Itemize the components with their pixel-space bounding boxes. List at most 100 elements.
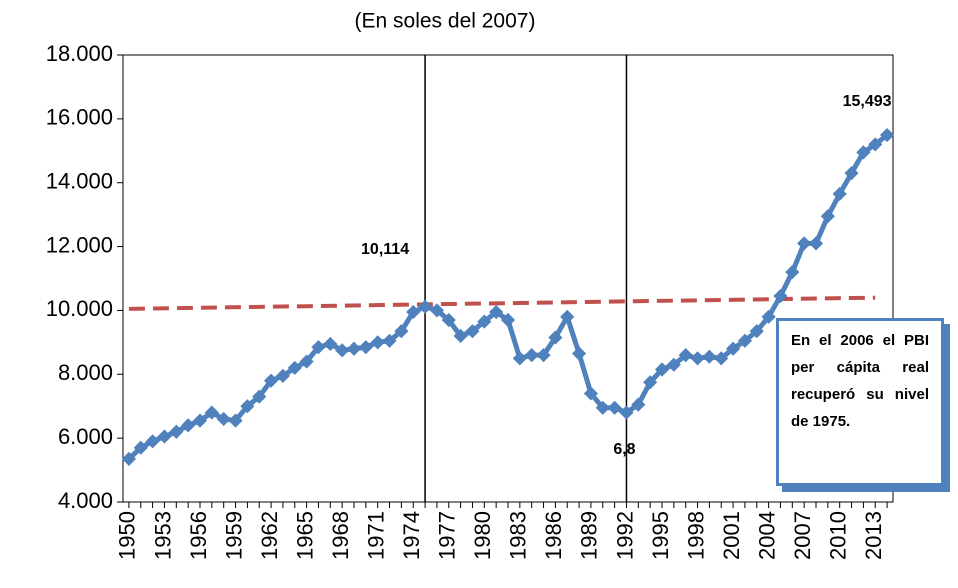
x-tick-label: 2004 xyxy=(754,511,779,560)
data-point xyxy=(548,330,563,345)
data-point xyxy=(323,336,338,352)
x-tick-label: 1980 xyxy=(470,511,495,560)
data-point xyxy=(666,357,681,372)
data-point xyxy=(773,288,788,304)
trend-line xyxy=(128,295,876,311)
x-tick-label: 2013 xyxy=(861,511,886,560)
data-point xyxy=(832,186,847,201)
x-tick-label: 2007 xyxy=(790,511,815,560)
x-tick-label: 1992 xyxy=(612,511,637,560)
x-tick-label: 1962 xyxy=(257,511,282,560)
x-tick-label: 1998 xyxy=(683,511,708,560)
y-tick-label: 10.000 xyxy=(46,296,113,321)
data-point xyxy=(441,312,456,328)
y-tick-label: 6.000 xyxy=(58,424,113,449)
data-point xyxy=(453,328,468,344)
data-point xyxy=(240,399,255,414)
data-point xyxy=(346,341,362,356)
data-point xyxy=(418,299,433,314)
x-tick-label: 1995 xyxy=(648,511,673,560)
data-point xyxy=(619,405,634,420)
data-point xyxy=(654,362,670,377)
data-point xyxy=(157,429,172,444)
data-point xyxy=(856,145,871,160)
data-point xyxy=(797,236,812,251)
y-tick-label: 14.000 xyxy=(46,169,113,194)
x-tick-label: 1950 xyxy=(115,511,140,560)
x-tick-label: 2010 xyxy=(826,511,851,560)
data-point xyxy=(358,340,373,355)
note-box: En el 2006 el PBI per cápita real recupe… xyxy=(776,318,944,486)
data-point xyxy=(287,360,302,375)
data-point xyxy=(133,440,148,455)
data-point xyxy=(275,368,290,383)
data-point xyxy=(204,405,219,420)
data-point xyxy=(690,351,705,366)
data-point xyxy=(595,400,610,415)
x-tick-label: 1953 xyxy=(150,511,175,560)
data-point xyxy=(489,304,504,320)
annotation: 6,8 xyxy=(613,441,635,458)
data-point xyxy=(524,348,539,363)
data-point xyxy=(429,303,444,318)
x-tick-label: 2001 xyxy=(719,511,744,560)
data-point xyxy=(145,434,160,449)
data-point xyxy=(394,324,409,339)
data-point xyxy=(702,349,717,364)
data-point xyxy=(406,304,421,320)
data-point xyxy=(583,386,598,401)
data-point xyxy=(500,312,516,328)
data-point xyxy=(465,324,480,339)
data-point xyxy=(737,333,752,348)
y-tick-label: 8.000 xyxy=(58,360,113,385)
data-point xyxy=(820,209,835,224)
x-tick-label: 1977 xyxy=(435,511,460,560)
x-tick-label: 1986 xyxy=(541,511,566,560)
y-tick-label: 18.000 xyxy=(46,41,113,66)
x-tick-label: 1968 xyxy=(328,511,353,560)
annotation: 10,114 xyxy=(361,241,409,258)
data-point xyxy=(181,418,196,433)
data-point xyxy=(643,375,658,390)
data-point xyxy=(572,346,587,361)
data-point xyxy=(216,411,231,427)
data-point xyxy=(264,373,279,388)
data-point xyxy=(370,335,385,350)
x-tick-label: 1956 xyxy=(186,511,211,560)
data-line xyxy=(127,133,889,461)
x-tick-label: 1974 xyxy=(399,511,424,560)
data-point xyxy=(228,413,243,428)
data-point xyxy=(808,236,824,251)
data-point xyxy=(536,348,551,363)
data-point xyxy=(192,413,208,428)
data-point xyxy=(252,389,267,404)
x-tick-label: 1959 xyxy=(221,511,246,560)
data-point xyxy=(607,400,622,415)
data-point xyxy=(335,343,350,358)
data-point xyxy=(512,351,527,366)
data-point xyxy=(299,354,314,369)
data-point xyxy=(169,424,184,439)
x-tick-label: 1971 xyxy=(364,511,389,560)
y-tick-label: 4.000 xyxy=(58,488,113,513)
data-point xyxy=(631,397,646,412)
y-tick-label: 16.000 xyxy=(46,105,113,130)
data-point xyxy=(880,127,895,143)
data-point xyxy=(868,137,883,152)
data-point xyxy=(749,324,764,339)
data-point xyxy=(382,333,397,348)
data-point xyxy=(121,451,136,466)
annotation: 15,493 xyxy=(843,93,892,110)
data-point xyxy=(785,265,800,280)
data-point xyxy=(761,309,776,324)
data-point xyxy=(477,314,492,329)
x-tick-label: 1989 xyxy=(577,511,602,560)
data-point xyxy=(844,166,859,181)
data-point xyxy=(678,348,693,363)
data-point xyxy=(311,340,326,355)
data-point xyxy=(560,309,575,324)
data-point xyxy=(714,351,729,366)
x-tick-label: 1965 xyxy=(292,511,317,560)
